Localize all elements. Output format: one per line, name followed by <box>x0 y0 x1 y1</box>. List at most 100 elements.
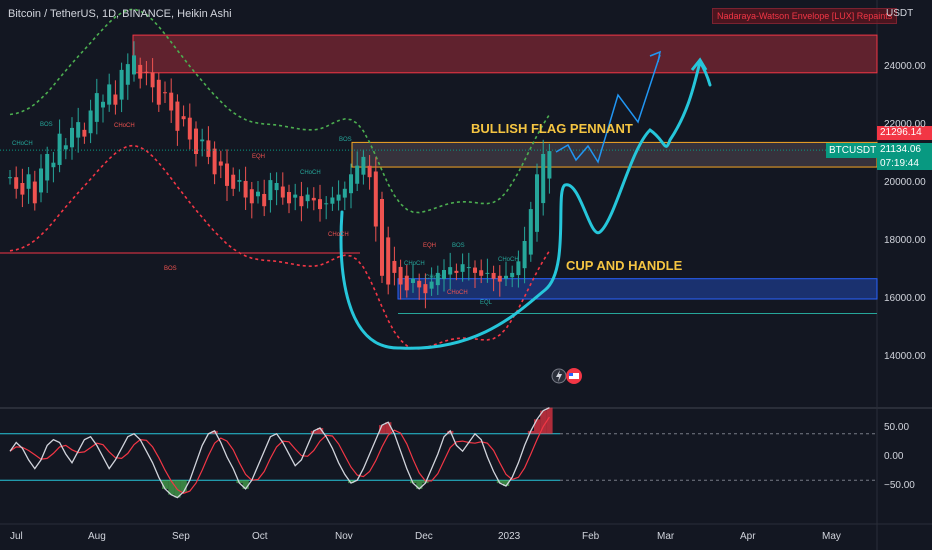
lightning-icon[interactable] <box>551 366 585 386</box>
osc-oversold-fill <box>503 480 510 486</box>
smc-label: CHoCH <box>404 261 425 267</box>
candle-body <box>479 270 484 276</box>
x-tick-label: Apr <box>740 531 756 542</box>
candle-body <box>522 241 527 269</box>
candle-body <box>243 180 248 198</box>
osc-oversold-fill <box>162 480 169 489</box>
y-tick-label: 18000.00 <box>884 235 926 246</box>
candle-body <box>187 117 192 140</box>
osc-y-tick-label: −50.00 <box>884 480 915 491</box>
envelope-lower-line <box>9 144 551 350</box>
candle-body <box>268 180 273 201</box>
candle-body <box>454 270 459 273</box>
candle-body <box>8 177 12 179</box>
x-tick-label: Oct <box>252 531 268 542</box>
candle-body <box>181 116 186 120</box>
candle-body <box>404 275 409 291</box>
y-tick-label: 24000.00 <box>884 61 926 72</box>
candle-body <box>274 183 279 191</box>
zone-demand <box>397 278 878 300</box>
candle-body <box>194 128 198 154</box>
currency-label: USDT <box>886 8 914 19</box>
candle-body <box>349 174 353 194</box>
smc-label: CHoCH <box>447 290 468 296</box>
candle-body <box>150 72 155 88</box>
candle-body <box>262 193 267 207</box>
indicator-badge[interactable]: Nadaraya-Watson Envelope [LUX] Repaints <box>712 8 898 24</box>
smc-label: CHoCH <box>12 141 33 147</box>
candle-body <box>423 284 428 294</box>
smc-label: CHoCH <box>300 170 321 176</box>
candle-body <box>26 174 31 189</box>
osc-oversold-fill <box>348 480 355 484</box>
osc-overbought-fill <box>310 430 317 434</box>
osc-oversold-fill <box>416 480 423 489</box>
candle-body <box>101 101 105 108</box>
candle-body <box>497 275 502 282</box>
candle-body <box>88 110 93 134</box>
smc-label: BOS <box>164 266 177 272</box>
event-icons[interactable] <box>551 366 585 391</box>
candle-body <box>367 165 372 178</box>
candle-body <box>82 129 87 137</box>
candle-body <box>32 181 37 204</box>
candle-body <box>200 139 205 142</box>
osc-overbought-fill <box>546 407 553 434</box>
x-tick-label: Sep <box>172 531 190 542</box>
candle-body <box>305 194 310 202</box>
candle-body <box>466 267 471 269</box>
candle-body <box>411 278 415 284</box>
drawings <box>0 50 877 350</box>
osc-y-tick-label: 0.00 <box>884 451 904 462</box>
osc-oversold-fill <box>168 480 175 495</box>
x-tick-label: Aug <box>88 531 106 542</box>
y-tick-label: 20000.00 <box>884 177 926 188</box>
candle-body <box>541 154 546 204</box>
candle-body <box>39 168 43 193</box>
candle-body <box>280 186 285 198</box>
candle-body <box>535 174 539 232</box>
candle-body <box>299 196 304 207</box>
smc-label: EQH <box>252 154 266 160</box>
x-tick-label: Mar <box>657 531 675 542</box>
candle-body <box>57 133 62 165</box>
symbol-tag[interactable]: BTCUSDT <box>826 143 880 158</box>
smc-label: CHoCH <box>425 275 446 281</box>
zone-supply <box>351 141 878 168</box>
candle-body <box>311 197 316 201</box>
osc-overbought-fill <box>534 419 541 434</box>
candle-body <box>156 79 161 105</box>
envelope-upper-line <box>9 8 551 214</box>
smc-label: BOS <box>40 122 53 128</box>
candle-body <box>510 272 515 278</box>
annotation-bullish-flag: BULLISH FLAG PENNANT <box>471 121 633 136</box>
last-price-tag: 21134.06 <box>877 143 932 157</box>
envelope <box>9 8 551 350</box>
osc-overbought-fill <box>540 410 547 434</box>
candle-body <box>380 198 384 276</box>
osc-overbought-fill <box>385 422 392 434</box>
countdown-tag: 07:19:44 <box>877 157 932 170</box>
osc-overbought-fill <box>527 430 534 434</box>
candle-body <box>355 165 360 184</box>
osc-overbought-fill <box>317 428 324 434</box>
candle-body <box>132 55 136 75</box>
candle-body <box>528 209 533 255</box>
candle-body <box>330 197 335 204</box>
candle-body <box>491 272 496 279</box>
candle-body <box>547 151 552 179</box>
candle-body <box>144 71 149 73</box>
candle-body <box>63 145 68 150</box>
candle-body <box>318 199 322 210</box>
candle-body <box>485 272 490 274</box>
smc-label: CHoCH <box>328 232 349 238</box>
annotation-cup-handle: CUP AND HANDLE <box>566 258 683 273</box>
oscillator-pane <box>0 407 877 499</box>
candle-body <box>119 69 124 100</box>
candle-body <box>473 267 477 273</box>
candle-body <box>386 237 391 285</box>
smc-label: EQL <box>480 300 493 306</box>
osc-signal-line <box>9 416 550 494</box>
